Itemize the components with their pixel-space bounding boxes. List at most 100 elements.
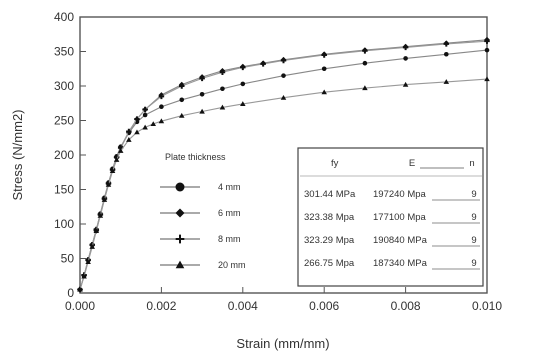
- data-point: [199, 91, 205, 97]
- data-point: [150, 121, 157, 127]
- table-cell-fy: 266.75 Mpa: [304, 258, 355, 269]
- data-point: [142, 106, 148, 113]
- table-cell-fy: 323.29 Mpa: [304, 235, 355, 246]
- table-header-fy: fy: [331, 158, 339, 169]
- data-point: [142, 124, 148, 130]
- data-point: [109, 168, 116, 173]
- data-point: [240, 64, 246, 71]
- data-point: [158, 93, 165, 100]
- data-point: [484, 76, 490, 82]
- data-point: [101, 197, 108, 202]
- data-point: [321, 66, 327, 72]
- data-point: [443, 79, 450, 84]
- data-point: [199, 108, 205, 114]
- data-point: [444, 51, 449, 57]
- data-point: [81, 273, 87, 279]
- data-point: [159, 104, 164, 109]
- data-point: [89, 244, 95, 249]
- axis-ticks: 0.000 0.002 0.004 0.006 0.008 0.010 0 50 100 150 2…: [54, 10, 502, 313]
- data-point: [199, 75, 205, 82]
- material-properties-table: fy E n 301.44 MPa 197240 Mpa 9 323.38 Mpa 17…: [297, 147, 484, 287]
- data-point: [280, 57, 287, 64]
- data-point: [484, 38, 490, 44]
- legend-entry: 6 mm: [218, 208, 241, 218]
- data-point: [321, 89, 327, 95]
- data-point: [179, 97, 185, 103]
- data-point: [117, 148, 124, 153]
- x-tick-label: 0.004: [228, 299, 258, 313]
- x-tick-label: 0.006: [309, 299, 339, 313]
- table-frame: [297, 147, 484, 287]
- data-point: [113, 157, 120, 162]
- table-header-e: E: [409, 158, 415, 169]
- legend-marker: [175, 260, 185, 269]
- y-tick-label: 350: [54, 45, 74, 59]
- data-point: [281, 73, 286, 78]
- table-cell-fy: 323.38 Mpa: [304, 212, 355, 223]
- table-cell-n: 9: [471, 212, 476, 223]
- x-tick-label: 0.008: [391, 299, 421, 313]
- data-point: [105, 181, 112, 187]
- table-cell-n: 9: [471, 189, 476, 200]
- data-point: [321, 52, 327, 58]
- data-point: [362, 48, 368, 54]
- y-tick-label: 50: [61, 252, 75, 266]
- data-point: [178, 83, 185, 89]
- table-cell-n: 9: [471, 235, 476, 246]
- data-point: [402, 81, 409, 87]
- series-20-mm: [77, 76, 490, 292]
- y-tick-label: 200: [54, 148, 74, 162]
- data-point: [77, 286, 83, 292]
- data-point: [443, 41, 450, 47]
- data-point: [142, 112, 148, 118]
- legend-marker: [175, 234, 185, 244]
- table-header-n: n: [469, 158, 474, 169]
- data-point: [280, 94, 287, 100]
- table-cell-e: 177100 Mpa: [373, 212, 427, 223]
- x-axis-title: Strain (mm/mm): [236, 336, 329, 351]
- data-point: [93, 228, 100, 233]
- data-point: [219, 69, 226, 75]
- legend-marker: [175, 182, 185, 192]
- data-point: [220, 86, 225, 92]
- data-point: [134, 129, 140, 135]
- y-tick-label: 300: [54, 79, 74, 93]
- data-point: [85, 259, 91, 265]
- table-cell-e: 187340 MPa: [373, 258, 428, 269]
- data-point: [240, 101, 246, 107]
- data-point: [178, 112, 185, 118]
- y-tick-label: 100: [54, 217, 74, 231]
- series-line: [79, 78, 488, 290]
- table-cell-n: 9: [471, 258, 476, 269]
- table-cell-e: 197240 Mpa: [373, 189, 427, 200]
- table-cell-e: 190840 MPa: [373, 235, 428, 246]
- data-point: [219, 104, 226, 110]
- data-point: [126, 128, 132, 135]
- y-tick-label: 250: [54, 114, 74, 128]
- data-point: [484, 47, 490, 53]
- x-tick-label: 0.010: [472, 299, 502, 313]
- y-tick-label: 400: [54, 10, 74, 24]
- data-point: [158, 118, 165, 124]
- y-axis-title: Stress (N/mm2): [10, 110, 25, 201]
- legend-marker: [175, 208, 185, 218]
- series-layer: [77, 36, 490, 293]
- x-tick-label: 0.002: [146, 299, 176, 313]
- y-tick-label: 0: [67, 286, 74, 300]
- data-point: [403, 56, 408, 61]
- table-cell-fy: 301.44 MPa: [304, 189, 356, 200]
- data-point: [134, 116, 140, 122]
- y-tick-label: 150: [54, 183, 74, 197]
- data-point: [126, 137, 132, 142]
- legend-entry: 8 mm: [218, 234, 241, 244]
- data-point: [260, 61, 266, 67]
- legend-entry: 20 mm: [218, 260, 246, 270]
- data-point: [362, 85, 368, 91]
- x-tick-label: 0.000: [65, 299, 95, 313]
- legend-title: Plate thickness: [165, 152, 226, 162]
- legend-entry: 4 mm: [218, 182, 241, 192]
- legend: Plate thickness 4 mm 6 mm 8 mm 20 mm: [160, 152, 246, 270]
- data-point: [97, 212, 104, 218]
- data-point: [402, 44, 409, 51]
